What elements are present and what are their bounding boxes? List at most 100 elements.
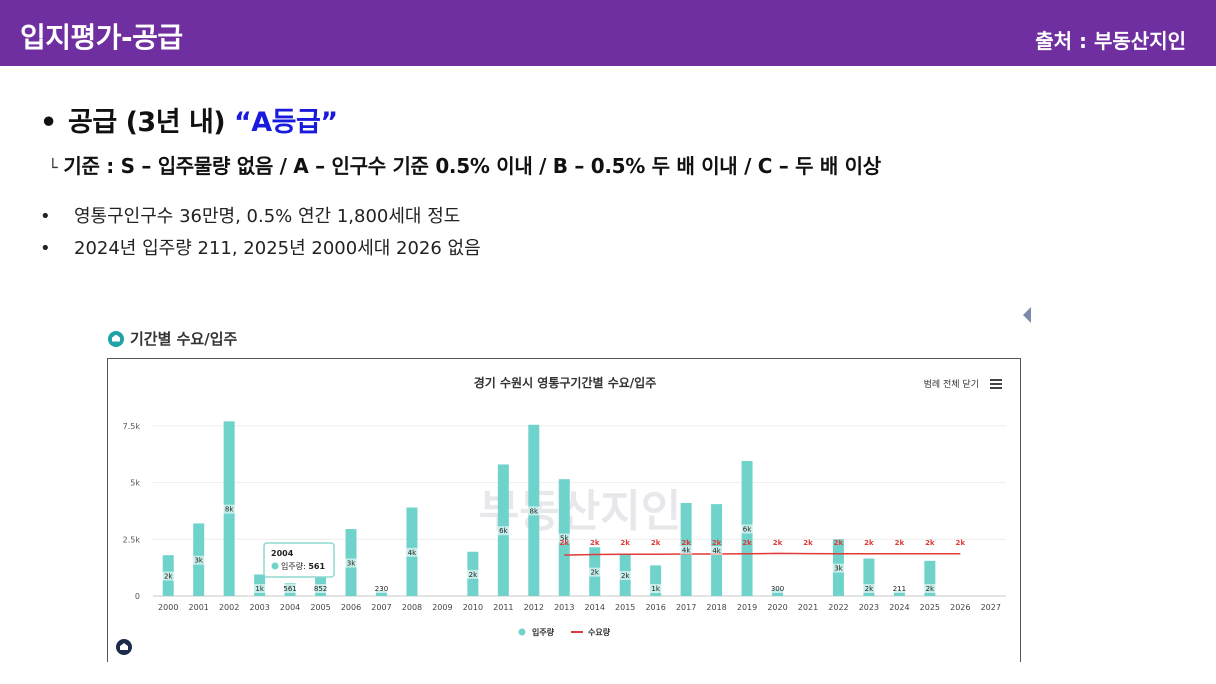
criteria-line: └ 기준 : S – 입주물량 없음 / A – 인구수 기준 0.5% 이내 /… — [48, 150, 881, 179]
tooltip: 2004 입주량: 561 — [263, 542, 335, 578]
data-label-supply: 4k — [408, 549, 417, 557]
data-label-bg — [314, 584, 327, 593]
data-label-supply: 3k — [347, 560, 356, 568]
y-tick-label: 7.5k — [123, 422, 141, 431]
data-label-demand: 2k — [560, 539, 570, 547]
bullet-item: • 영통구인구수 36만명, 0.5% 연간 1,800세대 정도 — [40, 202, 460, 228]
bar-supply — [375, 590, 387, 596]
grade-label: “A등급” — [234, 107, 338, 138]
data-label-demand: 2k — [864, 539, 874, 547]
legend-item-supply[interactable]: 입주량 — [518, 627, 555, 637]
data-label-demand: 2k — [803, 539, 813, 547]
bullet-text: 2024년 입주량 211, 2025년 2000세대 2026 없음 — [74, 238, 481, 259]
data-label-bg — [680, 545, 693, 555]
legend-demand-label: 수요량 — [588, 627, 611, 637]
data-label-supply: 6k — [743, 526, 752, 534]
chart-title: 경기 수원시 영통구기간별 수요/입주 — [474, 375, 657, 390]
x-tick-label: 2005 — [310, 603, 330, 612]
bar-supply — [924, 560, 936, 596]
data-label-demand: 2k — [681, 539, 691, 547]
data-label-supply: 1k — [651, 585, 660, 593]
bullet-item: • 2024년 입주량 211, 2025년 2000세대 2026 없음 — [40, 234, 481, 260]
bullet-dot: • — [40, 238, 51, 259]
heading-prefix: 공급 (3년 내) — [68, 107, 235, 138]
x-tick-label: 2013 — [554, 603, 574, 612]
data-label-supply: 2k — [865, 585, 874, 593]
x-tick-label: 2000 — [158, 603, 178, 612]
bullet-text: 영통구인구수 36만명, 0.5% 연간 1,800세대 정도 — [74, 206, 461, 227]
supply-heading: • 공급 (3년 내) “A등급” — [40, 100, 338, 139]
data-label-supply: 2k — [926, 585, 935, 593]
x-tick-label: 2002 — [219, 603, 239, 612]
data-label-bg — [253, 584, 266, 593]
bullet-dot: • — [40, 206, 51, 227]
data-label-bg — [771, 584, 784, 593]
data-label-demand: 2k — [895, 539, 905, 547]
data-label-supply: 2k — [590, 569, 599, 577]
data-label-bg — [405, 547, 418, 557]
data-label-bg — [588, 567, 601, 577]
chart-legend[interactable]: 입주량 수요량 — [518, 627, 611, 637]
home-icon — [108, 330, 124, 347]
data-label-bg — [497, 526, 510, 536]
data-label-bg — [710, 546, 723, 556]
legend-toggle-label: 범례 전체 닫기 — [924, 378, 979, 390]
home-icon[interactable] — [116, 639, 132, 655]
tooltip-value: 561 — [308, 562, 325, 571]
data-label-supply: 8k — [225, 506, 234, 514]
demand-line — [564, 552, 961, 556]
y-tick-label: 5k — [130, 479, 140, 488]
data-label-bg — [192, 555, 205, 565]
widget-title-text: 기간별 수요/입주 — [130, 330, 238, 348]
x-tick-label: 2027 — [981, 603, 1001, 612]
tooltip-label-text: 입주량: — [281, 561, 308, 571]
data-label-bg — [162, 571, 175, 581]
x-tick-label: 2014 — [585, 603, 605, 612]
x-tick-label: 2003 — [249, 603, 269, 612]
data-label-supply: 2k — [164, 573, 173, 581]
bullet-dot: • — [40, 107, 57, 138]
data-label-bg — [375, 584, 388, 593]
data-label-demand: 2k — [620, 539, 630, 547]
page-title: 입지평가-공급 — [20, 21, 183, 54]
x-tick-label: 2006 — [341, 603, 361, 612]
x-tick-label: 2023 — [859, 603, 879, 612]
chart-axes: 0 2.5k 5k 7.5k 2000 2001 2002 2003 2004 2005 2006 2… — [123, 422, 1001, 612]
collapse-arrow-icon[interactable] — [1023, 307, 1031, 323]
data-label-bg — [862, 584, 875, 593]
tooltip-marker-icon — [271, 562, 279, 570]
data-label-demand: 2k — [590, 539, 600, 547]
chart-demand-line — [564, 552, 961, 556]
x-tick-label: 2015 — [615, 603, 635, 612]
x-tick-label: 2008 — [402, 603, 422, 612]
data-label-demand: 2k — [925, 539, 935, 547]
header-bar: 입지평가-공급 출처 : 부동산지인 — [0, 0, 1216, 66]
y-tick-label: 2.5k — [123, 535, 141, 544]
data-label-supply: 300 — [771, 585, 784, 593]
data-label-supply: 4k — [682, 547, 691, 555]
tooltip-year: 2004 — [271, 549, 294, 558]
legend-toggle-button[interactable]: 범례 전체 닫기 — [924, 378, 979, 390]
legend-supply-label: 입주량 — [532, 627, 555, 637]
widget-title: 기간별 수요/입주 — [108, 328, 237, 349]
data-label-supply: 3k — [834, 565, 843, 573]
data-label-supply: 230 — [375, 585, 388, 593]
legend-item-demand[interactable]: 수요량 — [571, 627, 611, 637]
source-label: 출처 : 부동산지인 — [1035, 29, 1186, 53]
x-tick-label: 2021 — [798, 603, 818, 612]
data-label-supply: 211 — [893, 585, 906, 593]
x-tick-label: 2020 — [767, 603, 787, 612]
data-label-demand: 2k — [712, 539, 722, 547]
x-tick-label: 2009 — [432, 603, 452, 612]
bar-supply — [893, 591, 905, 596]
data-label-bg — [284, 584, 297, 593]
data-label-bg — [619, 571, 632, 581]
tooltip-label: 입주량: 561 — [281, 561, 325, 571]
x-tick-label: 2012 — [524, 603, 544, 612]
menu-icon[interactable] — [990, 379, 1002, 389]
x-tick-label: 2022 — [828, 603, 848, 612]
y-tick-label: 0 — [135, 592, 140, 601]
data-label-demand: 2k — [742, 539, 752, 547]
x-tick-label: 2011 — [493, 603, 513, 612]
